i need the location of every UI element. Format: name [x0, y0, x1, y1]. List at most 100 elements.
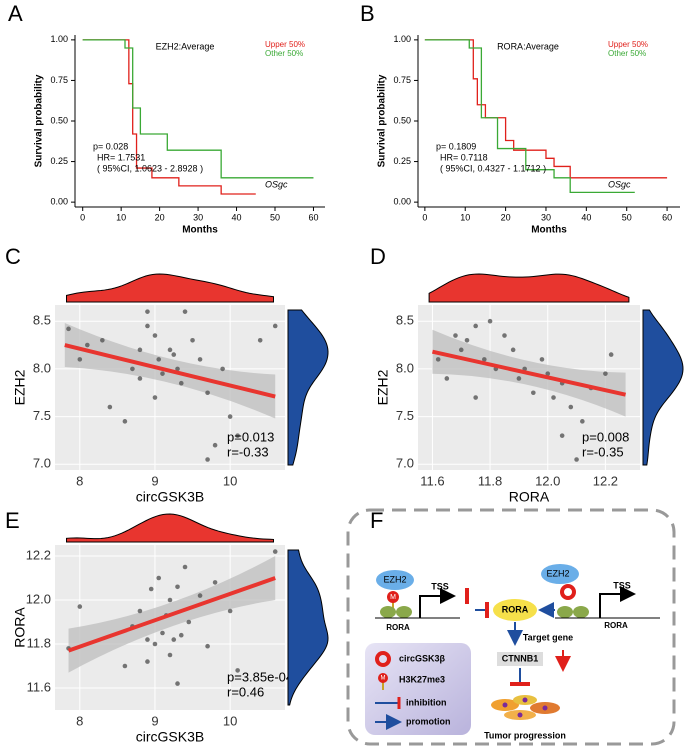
survival-curve — [82, 39, 256, 195]
label: Tumor progression — [484, 730, 566, 740]
point — [107, 404, 113, 410]
point — [502, 333, 507, 338]
point — [182, 564, 188, 570]
y-tick-label: 7.5 — [33, 408, 51, 423]
point — [148, 586, 154, 592]
x-tick-label: 8 — [76, 713, 83, 728]
point — [220, 366, 225, 372]
label: RORA — [604, 621, 628, 630]
point — [551, 395, 556, 400]
point — [603, 371, 608, 376]
nucleosome — [396, 606, 412, 618]
x-axis-label: circGSK3B — [136, 729, 204, 745]
annotation: r=-0.33 — [227, 444, 269, 459]
x-tick-label: 10 — [223, 473, 237, 488]
x-tick-label: 60 — [308, 212, 318, 222]
point — [574, 457, 579, 462]
point — [77, 357, 83, 362]
frame — [346, 508, 676, 746]
survival-curve — [424, 39, 635, 194]
diagram: F EZH2 M RORA TSS RORA Target gene CTNNB… — [346, 508, 676, 746]
y-tick-label: 0.75 — [393, 75, 411, 85]
point — [85, 342, 90, 348]
legend-label: Upper 50% — [608, 40, 648, 49]
cells — [491, 695, 560, 720]
y-density — [642, 309, 684, 466]
point — [464, 337, 470, 343]
point — [212, 442, 218, 448]
point — [145, 323, 150, 329]
point — [145, 637, 150, 642]
x-tick-label: 9 — [151, 713, 158, 728]
x-tick-label: 0 — [422, 212, 427, 222]
y-axis-label: EZH2 — [375, 369, 391, 405]
point — [182, 309, 188, 314]
point — [167, 652, 173, 658]
annotation: p=0.013 — [227, 429, 274, 444]
legend-label: H3K27me3 — [399, 674, 445, 684]
annotation: OSgc — [608, 179, 631, 189]
chart-title: RORA:Average — [497, 41, 559, 51]
x-tick-label: 50 — [270, 212, 280, 222]
nucleosome — [557, 606, 573, 618]
point — [156, 357, 162, 362]
point — [568, 404, 574, 410]
label: EZH2 — [546, 568, 569, 578]
y-tick-label: 8.0 — [33, 360, 51, 375]
point — [453, 333, 458, 338]
point — [235, 668, 240, 673]
survival-curve — [82, 39, 314, 179]
x-tick-label: 60 — [662, 212, 672, 222]
point — [156, 575, 162, 581]
x-axis-label: Months — [182, 225, 218, 236]
legend-label: promotion — [406, 716, 451, 726]
point — [137, 347, 143, 353]
label: RORA — [502, 604, 529, 614]
fit-line — [64, 343, 276, 399]
y-tick-label: 0.50 — [393, 115, 411, 125]
point — [272, 323, 278, 329]
annotation: HR= 0.7118 — [440, 152, 488, 162]
ezh2-shape — [376, 570, 414, 590]
y-tick-label: 12.0 — [26, 591, 51, 606]
circ-ring — [375, 651, 391, 667]
point — [190, 337, 195, 343]
annotation: ( 95%CI, 1.0623 - 2.8928 ) — [97, 163, 203, 173]
label: M — [381, 676, 386, 682]
point — [175, 584, 180, 590]
point — [212, 580, 218, 585]
point — [531, 390, 536, 396]
y-axis-label: Survival probability — [34, 74, 45, 167]
panel-letter: F — [370, 508, 383, 533]
point — [580, 419, 585, 424]
label: CTNNB1 — [502, 653, 539, 663]
point — [608, 352, 614, 357]
y-axis-label: Survival probability — [377, 74, 388, 167]
point — [487, 318, 493, 324]
annotation: p=3.85e-04 — [227, 669, 293, 684]
point — [227, 414, 233, 419]
point — [160, 630, 165, 636]
legend-label: inhibition — [406, 697, 447, 707]
annotation: r=0.46 — [227, 684, 264, 699]
y-tick-label: 11.6 — [27, 679, 51, 694]
point — [205, 457, 210, 462]
annotation: p= 0.1809 — [436, 141, 476, 151]
y-tick-label: 8.5 — [396, 313, 414, 328]
x-tick-label: 9 — [151, 473, 158, 488]
legend-label: circGSK3β — [399, 653, 446, 663]
x-tick-label: 40 — [232, 212, 242, 222]
x-tick-label: 8 — [76, 473, 83, 488]
x-tick-label: 11.8 — [478, 473, 502, 488]
legend-label: Upper 50% — [265, 40, 305, 49]
label: Target gene — [523, 632, 573, 642]
legend-label: Other 50% — [608, 49, 646, 58]
x-axis-label: circGSK3B — [136, 489, 204, 505]
y-tick-label: 1.00 — [393, 34, 411, 44]
y-tick-label: 12.2 — [26, 547, 51, 562]
x-tick-label: 30 — [541, 212, 551, 222]
annotation: HR= 1.7531 — [97, 152, 145, 162]
panel-letter: A — [8, 1, 23, 26]
survival-curve — [424, 39, 668, 179]
